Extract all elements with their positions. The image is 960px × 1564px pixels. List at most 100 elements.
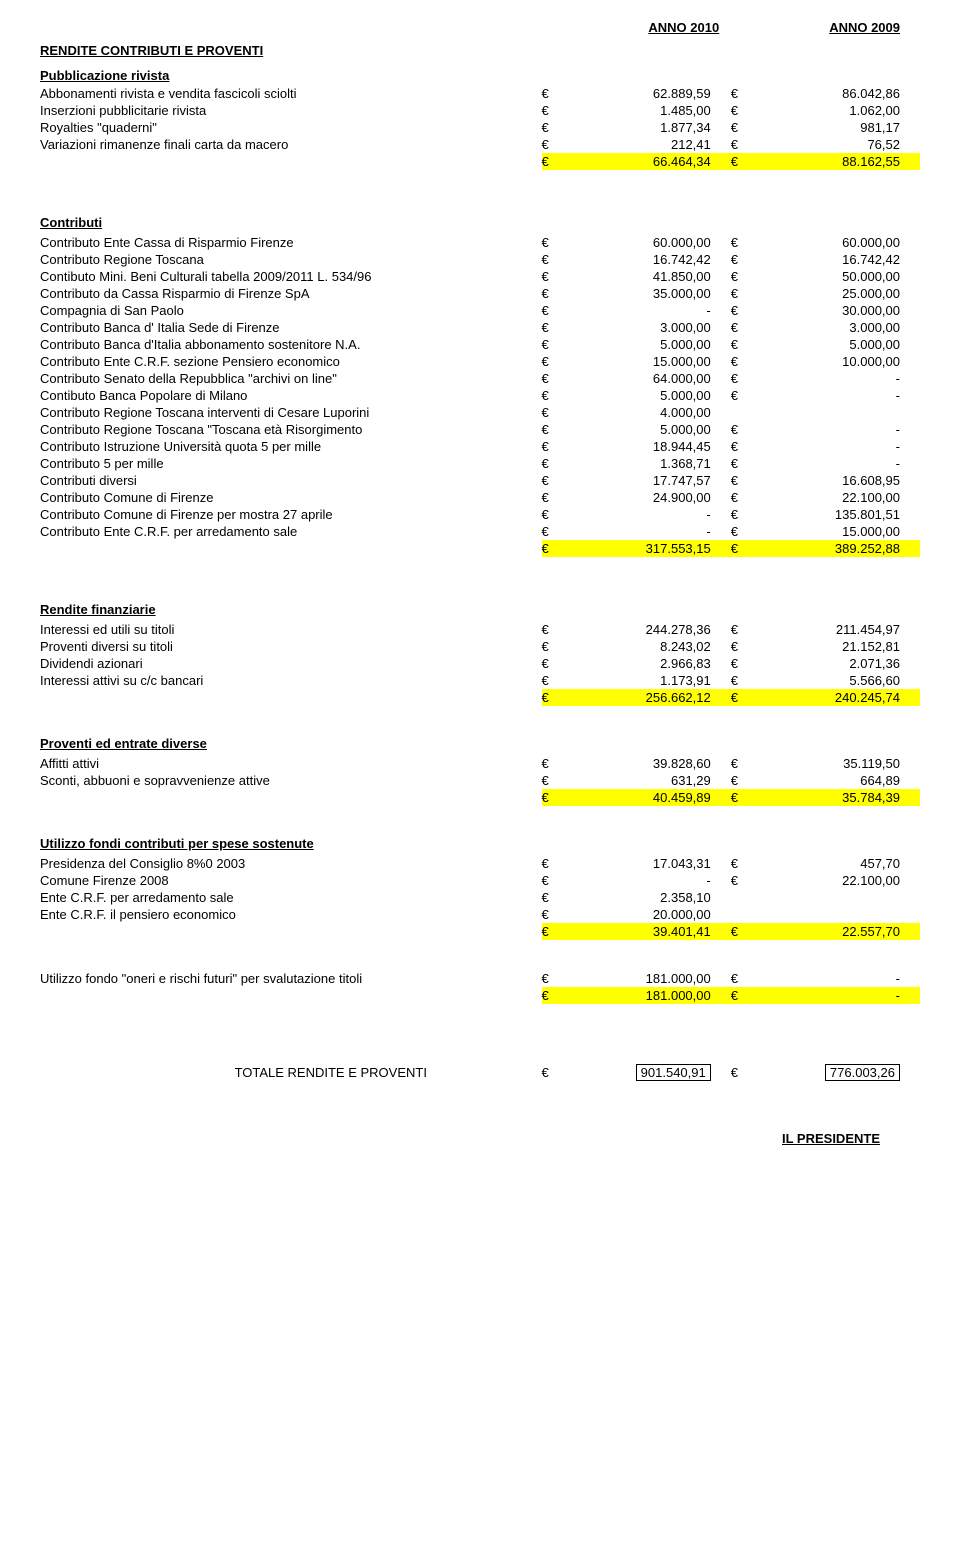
currency-symbol: €	[731, 489, 759, 506]
total-value-2010: 256.662,12	[570, 689, 731, 706]
grand-total-v1: 901.540,91	[636, 1064, 711, 1081]
row-value-2010: 62.889,59	[570, 85, 731, 102]
table-row: Contributo Comune di Firenze€24.900,00€2…	[40, 489, 920, 506]
currency-symbol: €	[542, 353, 570, 370]
currency-symbol: €	[542, 119, 570, 136]
row-value-2010: -	[570, 506, 731, 523]
row-value-2010: 2.966,83	[570, 655, 731, 672]
row-label: Contributo Regione Toscana "Toscana età …	[40, 421, 542, 438]
table-row: Affitti attivi€39.828,60€35.119,50	[40, 755, 920, 772]
table-row: Inserzioni pubblicitarie rivista€1.485,0…	[40, 102, 920, 119]
table-row: Contributi diversi€17.747,57€16.608,95	[40, 472, 920, 489]
table-row: Contributo Ente C.R.F. sezione Pensiero …	[40, 353, 920, 370]
row-value-2010: 8.243,02	[570, 638, 731, 655]
row-value-2010: 181.000,00	[570, 970, 731, 987]
currency-symbol: €	[731, 421, 759, 438]
total-value-2009: 240.245,74	[759, 689, 920, 706]
row-value-2009: -	[759, 370, 920, 387]
total-row: €181.000,00€-	[40, 987, 920, 1004]
currency-symbol: €	[542, 855, 570, 872]
table-row: Abbonamenti rivista e vendita fascicoli …	[40, 85, 920, 102]
row-value-2009: 15.000,00	[759, 523, 920, 540]
currency-symbol: €	[731, 251, 759, 268]
currency-symbol: €	[542, 85, 570, 102]
currency-symbol: €	[731, 119, 759, 136]
currency-symbol: €	[542, 872, 570, 889]
row-label: Contributo Ente Cassa di Risparmio Firen…	[40, 234, 542, 251]
currency-symbol: €	[542, 923, 570, 940]
currency-symbol: €	[542, 506, 570, 523]
row-label: Variazioni rimanenze finali carta da mac…	[40, 136, 542, 153]
currency-symbol: €	[731, 85, 759, 102]
row-value-2010: 18.944,45	[570, 438, 731, 455]
row-value-2009: 5.000,00	[759, 336, 920, 353]
row-value-2010: 16.742,42	[570, 251, 731, 268]
table-grand-total: TOTALE RENDITE E PROVENTI € 901.540,91 €…	[40, 1064, 920, 1081]
row-label: Contibuto Banca Popolare di Milano	[40, 387, 542, 404]
currency-symbol: €	[542, 153, 570, 170]
row-label: Sconti, abbuoni e sopravvenienze attive	[40, 772, 542, 789]
table-pubblicazione: Abbonamenti rivista e vendita fascicoli …	[40, 85, 920, 170]
row-value-2010: 35.000,00	[570, 285, 731, 302]
currency-symbol: €	[731, 506, 759, 523]
row-value-2009: 135.801,51	[759, 506, 920, 523]
currency-symbol: €	[731, 370, 759, 387]
row-value-2009: 2.071,36	[759, 655, 920, 672]
table-row: Contibuto Mini. Beni Culturali tabella 2…	[40, 268, 920, 285]
row-value-2010: 17.747,57	[570, 472, 731, 489]
currency-symbol: €	[731, 102, 759, 119]
table-row: Contibuto Banca Popolare di Milano€5.000…	[40, 387, 920, 404]
row-value-2010: 1.368,71	[570, 455, 731, 472]
total-row: €39.401,41€22.557,70	[40, 923, 920, 940]
currency-symbol: €	[542, 102, 570, 119]
row-label: Contributo Banca d' Italia Sede di Firen…	[40, 319, 542, 336]
row-value-2009: 981,17	[759, 119, 920, 136]
section-title-proventi: Proventi ed entrate diverse	[40, 736, 920, 751]
row-value-2010: 64.000,00	[570, 370, 731, 387]
currency-symbol: €	[731, 387, 759, 404]
currency-symbol: €	[542, 455, 570, 472]
table-row: Contributo Comune di Firenze per mostra …	[40, 506, 920, 523]
row-value-2009: 5.566,60	[759, 672, 920, 689]
currency-symbol: €	[542, 404, 570, 421]
currency-symbol: €	[542, 638, 570, 655]
currency-symbol: €	[731, 855, 759, 872]
table-row: Contributo da Cassa Risparmio di Firenze…	[40, 285, 920, 302]
currency-symbol: €	[731, 268, 759, 285]
row-value-2009: -	[759, 421, 920, 438]
row-value-2009: 16.608,95	[759, 472, 920, 489]
section-title-utilizzo-fondi: Utilizzo fondi contributi per spese sost…	[40, 836, 920, 851]
row-label: Ente C.R.F. il pensiero economico	[40, 906, 542, 923]
row-value-2009: -	[759, 438, 920, 455]
row-label: Contributo Ente C.R.F. sezione Pensiero …	[40, 353, 542, 370]
row-label: Contributo da Cassa Risparmio di Firenze…	[40, 285, 542, 302]
total-row: €317.553,15€389.252,88	[40, 540, 920, 557]
table-row: Contributo Ente Cassa di Risparmio Firen…	[40, 234, 920, 251]
row-value-2009: 22.100,00	[759, 872, 920, 889]
row-label: Comune Firenze 2008	[40, 872, 542, 889]
currency-symbol: €	[542, 540, 570, 557]
signature-line: IL PRESIDENTE	[40, 1131, 920, 1146]
table-row: Ente C.R.F. il pensiero economico€20.000…	[40, 906, 920, 923]
table-row: Contributo Ente C.R.F. per arredamento s…	[40, 523, 920, 540]
total-row: €256.662,12€240.245,74	[40, 689, 920, 706]
row-label: Contributo Ente C.R.F. per arredamento s…	[40, 523, 542, 540]
currency-symbol: €	[542, 319, 570, 336]
currency-symbol: €	[542, 489, 570, 506]
year-col-1: ANNO 2010	[648, 20, 719, 35]
row-label: Presidenza del Consiglio 8%0 2003	[40, 855, 542, 872]
row-label: Contributo Regione Toscana	[40, 251, 542, 268]
currency-symbol: €	[542, 889, 570, 906]
row-value-2010: -	[570, 872, 731, 889]
table-row: Dividendi azionari€2.966,83€2.071,36	[40, 655, 920, 672]
row-value-2010: 4.000,00	[570, 404, 731, 421]
row-label: Contributi diversi	[40, 472, 542, 489]
row-value-2010: 631,29	[570, 772, 731, 789]
total-row: €40.459,89€35.784,39	[40, 789, 920, 806]
row-value-2009: 60.000,00	[759, 234, 920, 251]
section-title-pubblicazione: Pubblicazione rivista	[40, 68, 920, 83]
row-value-2009: 3.000,00	[759, 319, 920, 336]
currency-symbol: €	[731, 655, 759, 672]
row-label: Contributo Senato della Repubblica "arch…	[40, 370, 542, 387]
table-contributi: Contributo Ente Cassa di Risparmio Firen…	[40, 234, 920, 557]
